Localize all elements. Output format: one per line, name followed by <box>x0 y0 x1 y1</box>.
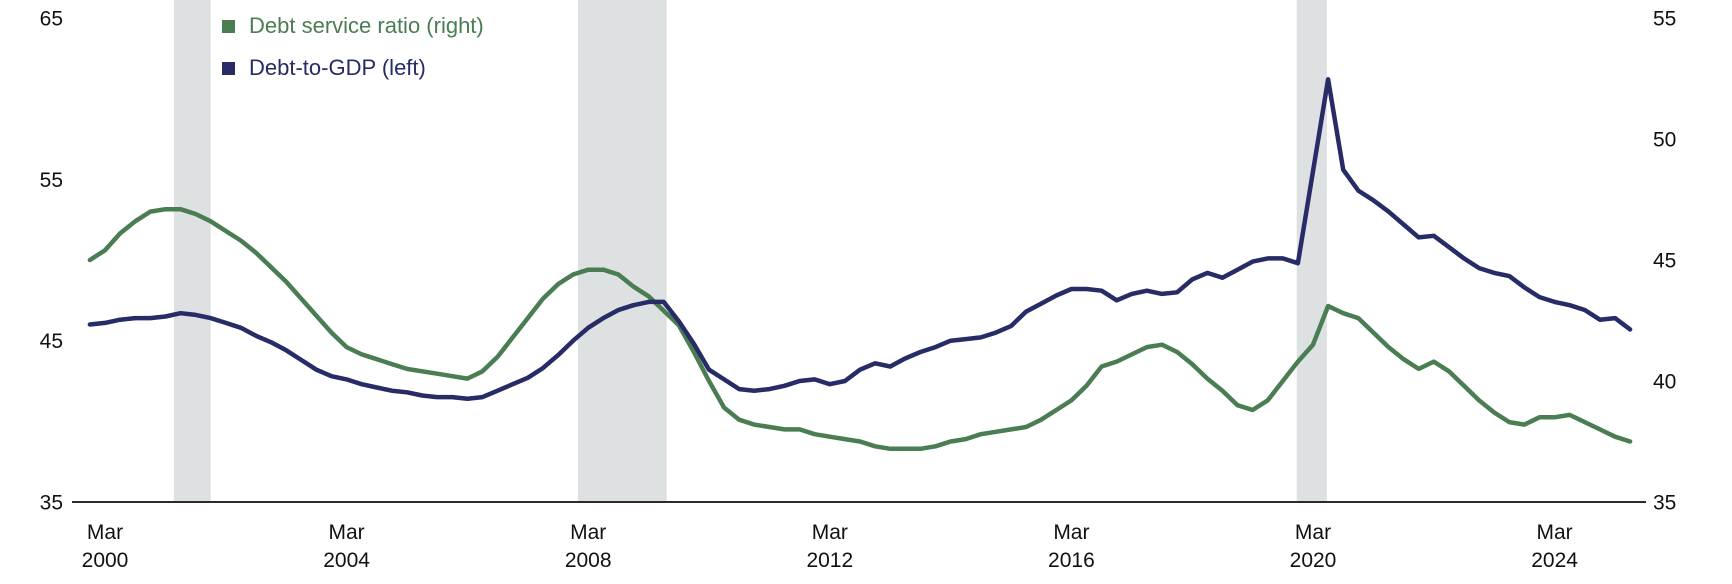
right-axis-tick-label: 40 <box>1653 371 1676 394</box>
legend-item-debt-service-ratio: Debt service ratio (right) <box>222 13 484 39</box>
debt-service-ratio-line <box>87 206 1633 452</box>
right-axis-tick-label: 50 <box>1653 129 1676 152</box>
left-axis-tick-label: 55 <box>40 169 63 192</box>
series-lines <box>87 77 1633 452</box>
x-axis-tick-year: 2016 <box>1048 549 1095 572</box>
left-axis-tick-label: 65 <box>40 8 63 31</box>
recession-band <box>577 0 667 502</box>
x-axis-tick-month: Mar <box>87 521 123 544</box>
right-axis-tick-label: 45 <box>1653 250 1676 273</box>
x-axis-tick-year: 2012 <box>806 549 853 572</box>
debt-to-gdp-swatch-icon <box>222 61 235 75</box>
x-axis-tick-month: Mar <box>570 521 606 544</box>
legend-item-debt-to-gdp: Debt-to-GDP (left) <box>222 55 484 81</box>
left-axis-ticks: 65 55 45 35 <box>40 8 63 515</box>
x-axis-tick-year: 2004 <box>323 549 370 572</box>
left-axis-tick-label: 35 <box>40 492 63 515</box>
legend: Debt service ratio (right) Debt-to-GDP (… <box>222 13 484 81</box>
x-axis-tick-month: Mar <box>329 521 365 544</box>
right-axis-tick-label: 35 <box>1653 492 1676 515</box>
right-axis-tick-label: 55 <box>1653 8 1676 31</box>
x-axis-tick-year: 2008 <box>565 549 612 572</box>
debt-service-ratio-swatch-icon <box>222 19 235 33</box>
debt-to-gdp-legend-label: Debt-to-GDP (left) <box>249 55 426 80</box>
x-axis-tick-year: 2000 <box>82 549 129 572</box>
debt-to-gdp-line <box>87 77 1633 401</box>
left-axis-tick-label: 45 <box>40 330 63 353</box>
x-axis-tick-year: 2020 <box>1290 549 1337 572</box>
recession-bands <box>173 0 1327 502</box>
right-axis-ticks: 55 50 45 40 35 <box>1653 8 1676 515</box>
x-axis-tick-year: 2024 <box>1531 549 1578 572</box>
x-axis-tick-month: Mar <box>1053 521 1089 544</box>
x-axis-ticks: Mar 2000 Mar 2004 Mar 2008 Mar 2012 Mar 2016 Mar 20… <box>82 521 1579 572</box>
debt-service-ratio-legend-label: Debt service ratio (right) <box>249 13 484 38</box>
x-axis-tick-month: Mar <box>1537 521 1573 544</box>
x-axis-tick-month: Mar <box>1295 521 1331 544</box>
recession-band <box>173 0 211 502</box>
x-axis-tick-month: Mar <box>812 521 848 544</box>
